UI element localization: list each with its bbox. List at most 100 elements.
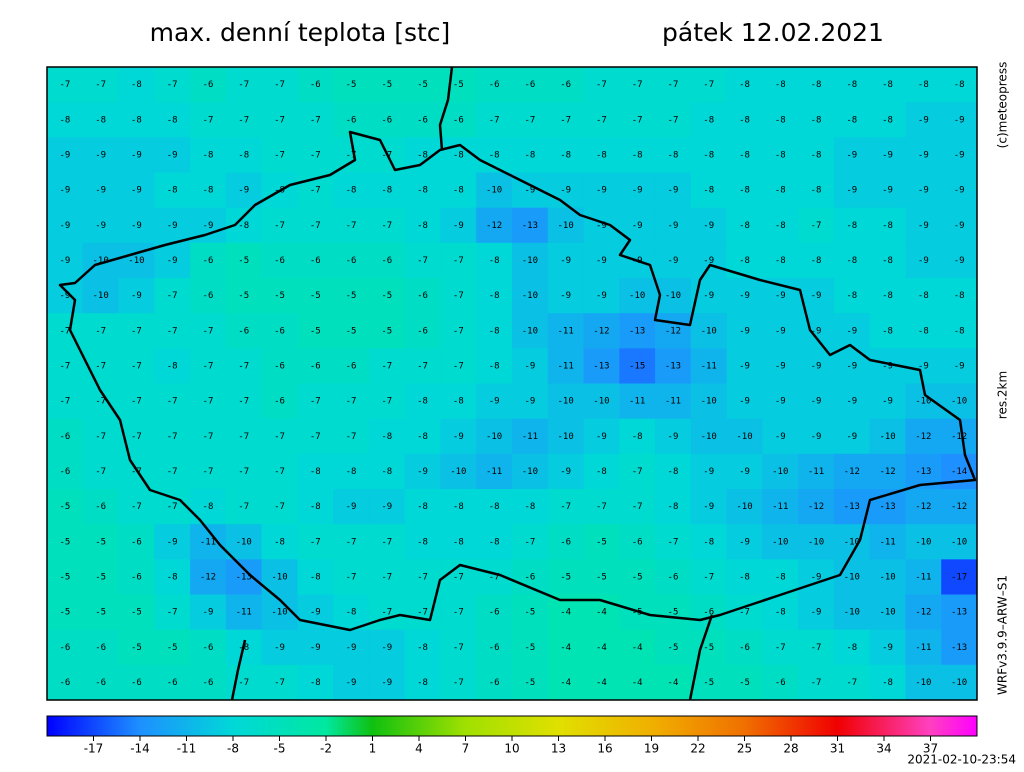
temperature-cell bbox=[762, 559, 799, 595]
temperature-cell bbox=[762, 137, 799, 173]
temperature-cell bbox=[47, 348, 84, 384]
temperature-value: -8 bbox=[739, 80, 750, 90]
temperature-cell bbox=[690, 67, 728, 103]
temperature-cell bbox=[118, 383, 155, 420]
temperature-value: -8 bbox=[811, 80, 822, 90]
temperature-value: -12 bbox=[486, 221, 502, 231]
temperature-value: -7 bbox=[524, 115, 535, 125]
temperature-cell bbox=[762, 594, 799, 631]
temperature-cell bbox=[404, 242, 441, 279]
temperature-cell bbox=[225, 383, 263, 420]
temperature-cell bbox=[154, 278, 191, 314]
temperature-value: -7 bbox=[95, 432, 106, 442]
temperature-value: -12 bbox=[879, 467, 895, 477]
temperature-value: -8 bbox=[131, 80, 142, 90]
temperature-value: -6 bbox=[489, 643, 500, 653]
temperature-cell bbox=[47, 102, 84, 138]
temperature-value: -8 bbox=[846, 115, 857, 125]
temperature-value: -7 bbox=[381, 608, 392, 618]
temperature-value: -8 bbox=[167, 361, 178, 371]
colorbar bbox=[46, 715, 978, 737]
temperature-value: -10 bbox=[879, 572, 895, 582]
temperature-cell bbox=[762, 524, 799, 560]
temperature-cell bbox=[547, 383, 585, 420]
temperature-cell bbox=[225, 102, 263, 138]
temperature-value: -9 bbox=[381, 502, 392, 512]
temperature-value: -6 bbox=[274, 361, 285, 371]
temperature-value: -8 bbox=[775, 572, 786, 582]
temperature-value: -7 bbox=[703, 80, 714, 90]
temperature-value: -5 bbox=[59, 608, 70, 618]
colorbar-tick-label: -11 bbox=[177, 742, 197, 756]
temperature-cell bbox=[655, 418, 692, 455]
temperature-cell bbox=[261, 524, 298, 560]
temperature-value: -7 bbox=[203, 115, 214, 125]
temperature-value: -5 bbox=[131, 608, 142, 618]
temperature-value: -9 bbox=[596, 291, 607, 301]
temperature-value: -9 bbox=[846, 186, 857, 196]
temperature-value: -10 bbox=[808, 537, 824, 547]
temperature-cell bbox=[762, 102, 799, 138]
temperature-value: -4 bbox=[596, 608, 607, 618]
temperature-cell bbox=[297, 137, 334, 173]
temperature-cell bbox=[333, 418, 370, 455]
temperature-value: -9 bbox=[596, 186, 607, 196]
temperature-cell bbox=[82, 102, 120, 138]
temperature-value: -7 bbox=[167, 80, 178, 90]
temperature-cell bbox=[404, 524, 441, 560]
temperature-cell bbox=[82, 489, 120, 525]
temperature-cell bbox=[869, 594, 906, 631]
date: pátek 12.02.2021 bbox=[662, 18, 884, 47]
temperature-cell bbox=[368, 418, 406, 455]
temperature-value: -10 bbox=[951, 537, 967, 547]
temperature-cell bbox=[225, 172, 263, 209]
temperature-value: -7 bbox=[310, 115, 321, 125]
temperature-cell bbox=[118, 348, 155, 384]
temperature-cell bbox=[333, 172, 370, 209]
temperature-cell bbox=[583, 102, 620, 138]
temperature-value: -9 bbox=[918, 221, 929, 231]
temperature-cell bbox=[118, 489, 155, 525]
temperature-cell bbox=[368, 348, 406, 384]
temperature-cell bbox=[82, 524, 120, 560]
temperature-value: -10 bbox=[772, 467, 788, 477]
temperature-cell bbox=[82, 418, 120, 455]
colorbar-tick-label: -17 bbox=[84, 742, 104, 756]
temperature-cell bbox=[261, 418, 298, 455]
temperature-value: -8 bbox=[310, 572, 321, 582]
temperature-value: -7 bbox=[811, 678, 822, 688]
temperature-cell bbox=[47, 383, 84, 420]
temperature-value: -12 bbox=[915, 502, 931, 512]
temperature-cell bbox=[547, 524, 585, 560]
temperature-value: -10 bbox=[879, 432, 895, 442]
temperature-value: -5 bbox=[167, 643, 178, 653]
temperature-cell bbox=[798, 453, 835, 490]
temperature-cell bbox=[404, 453, 441, 490]
temperature-cell bbox=[118, 594, 155, 631]
temperature-cell bbox=[118, 172, 155, 209]
temperature-value: -9 bbox=[954, 186, 965, 196]
temperature-cell bbox=[404, 348, 441, 384]
temperature-value: -10 bbox=[701, 397, 717, 407]
temperature-cell bbox=[297, 207, 334, 244]
temperature-value: -10 bbox=[844, 572, 860, 582]
temperature-value: -9 bbox=[310, 643, 321, 653]
temperature-value: -5 bbox=[739, 678, 750, 688]
temperature-cell bbox=[512, 524, 549, 560]
temperature-cell bbox=[941, 102, 978, 138]
temperature-cell bbox=[869, 242, 906, 279]
temperature-value: -8 bbox=[596, 467, 607, 477]
temperature-value: -9 bbox=[775, 397, 786, 407]
temperature-value: -9 bbox=[703, 502, 714, 512]
temperature-cell bbox=[440, 242, 477, 279]
temperature-value: -11 bbox=[701, 361, 717, 371]
temperature-cell bbox=[690, 524, 728, 560]
temperature-cell bbox=[583, 348, 620, 384]
temperature-value: -7 bbox=[453, 572, 464, 582]
temperature-cell bbox=[261, 629, 298, 666]
resolution: res.2km bbox=[996, 371, 1010, 419]
temperature-value: -9 bbox=[703, 467, 714, 477]
temperature-value: -10 bbox=[558, 397, 574, 407]
temperature-cell bbox=[333, 629, 370, 666]
temperature-value: -6 bbox=[310, 256, 321, 266]
